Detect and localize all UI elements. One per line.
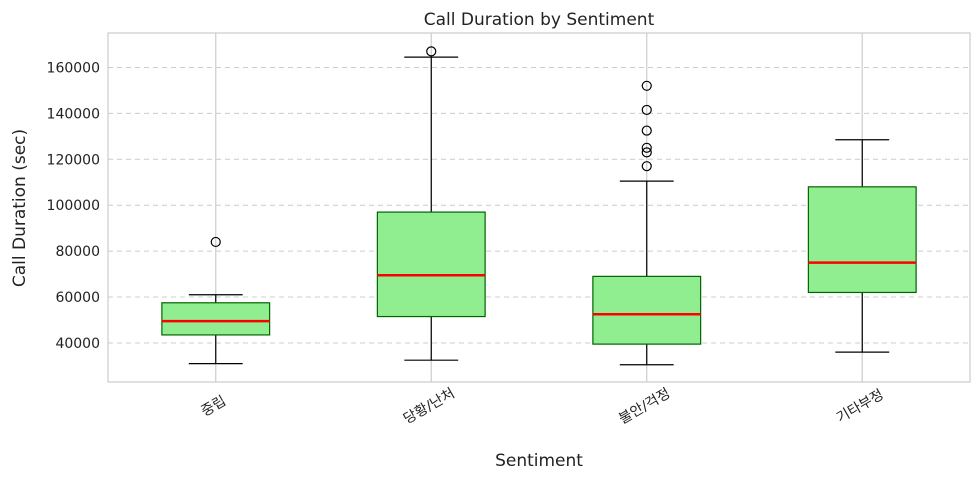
y-tick-label: 160000 <box>47 60 100 76</box>
box-layer <box>161 46 917 366</box>
y-tick-label: 40000 <box>55 336 100 352</box>
iqr-box <box>161 302 271 336</box>
plot-frame <box>107 32 971 383</box>
box-1 <box>161 236 271 365</box>
y-tick-label: 100000 <box>47 198 100 214</box>
x-tick-label: 중립 <box>199 393 229 420</box>
y-tick-label: 120000 <box>47 152 100 168</box>
y-axis-title: Call Duration (sec) <box>10 129 30 287</box>
outlier-point <box>210 236 221 248</box>
y-tick-label: 60000 <box>55 290 100 306</box>
outlier-point <box>641 104 652 116</box>
outlier-point <box>641 142 652 153</box>
iqr-box <box>376 211 486 318</box>
y-tick-label: 140000 <box>47 106 100 122</box>
box-2 <box>376 46 486 361</box>
x-tick-label: 당황/난처 <box>401 386 458 428</box>
box-3 <box>592 80 702 366</box>
outlier-point <box>641 147 652 158</box>
box-4 <box>807 139 917 353</box>
outlier-point <box>641 80 652 91</box>
iqr-box <box>592 275 702 345</box>
x-axis-title: Sentiment <box>495 451 583 471</box>
outlier-point <box>641 125 652 136</box>
outlier-point <box>426 46 437 57</box>
iqr-box <box>807 186 917 294</box>
x-tick-label: 불안/걱정 <box>616 386 673 428</box>
chart-title: Call Duration by Sentiment <box>424 10 655 30</box>
x-tick-label: 기타부정 <box>834 387 887 427</box>
y-tick-label: 80000 <box>55 244 100 260</box>
outlier-point <box>641 161 652 172</box>
